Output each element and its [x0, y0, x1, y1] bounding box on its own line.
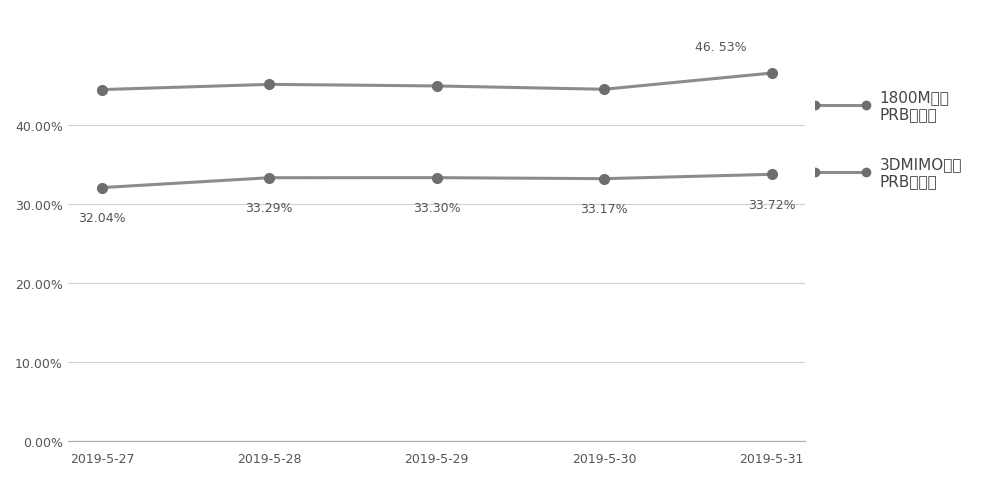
Text: 46. 53%: 46. 53% — [695, 41, 747, 54]
Text: 33.72%: 33.72% — [748, 199, 795, 212]
Text: 3DMIMO下行
PRB利用率: 3DMIMO下行 PRB利用率 — [880, 157, 962, 189]
Text: 32.04%: 32.04% — [78, 212, 126, 225]
Text: 33.17%: 33.17% — [580, 203, 628, 216]
Text: 33.29%: 33.29% — [246, 202, 293, 215]
Text: 33.30%: 33.30% — [413, 202, 461, 215]
Text: 1800M下行
PRB利用率: 1800M下行 PRB利用率 — [880, 90, 949, 122]
